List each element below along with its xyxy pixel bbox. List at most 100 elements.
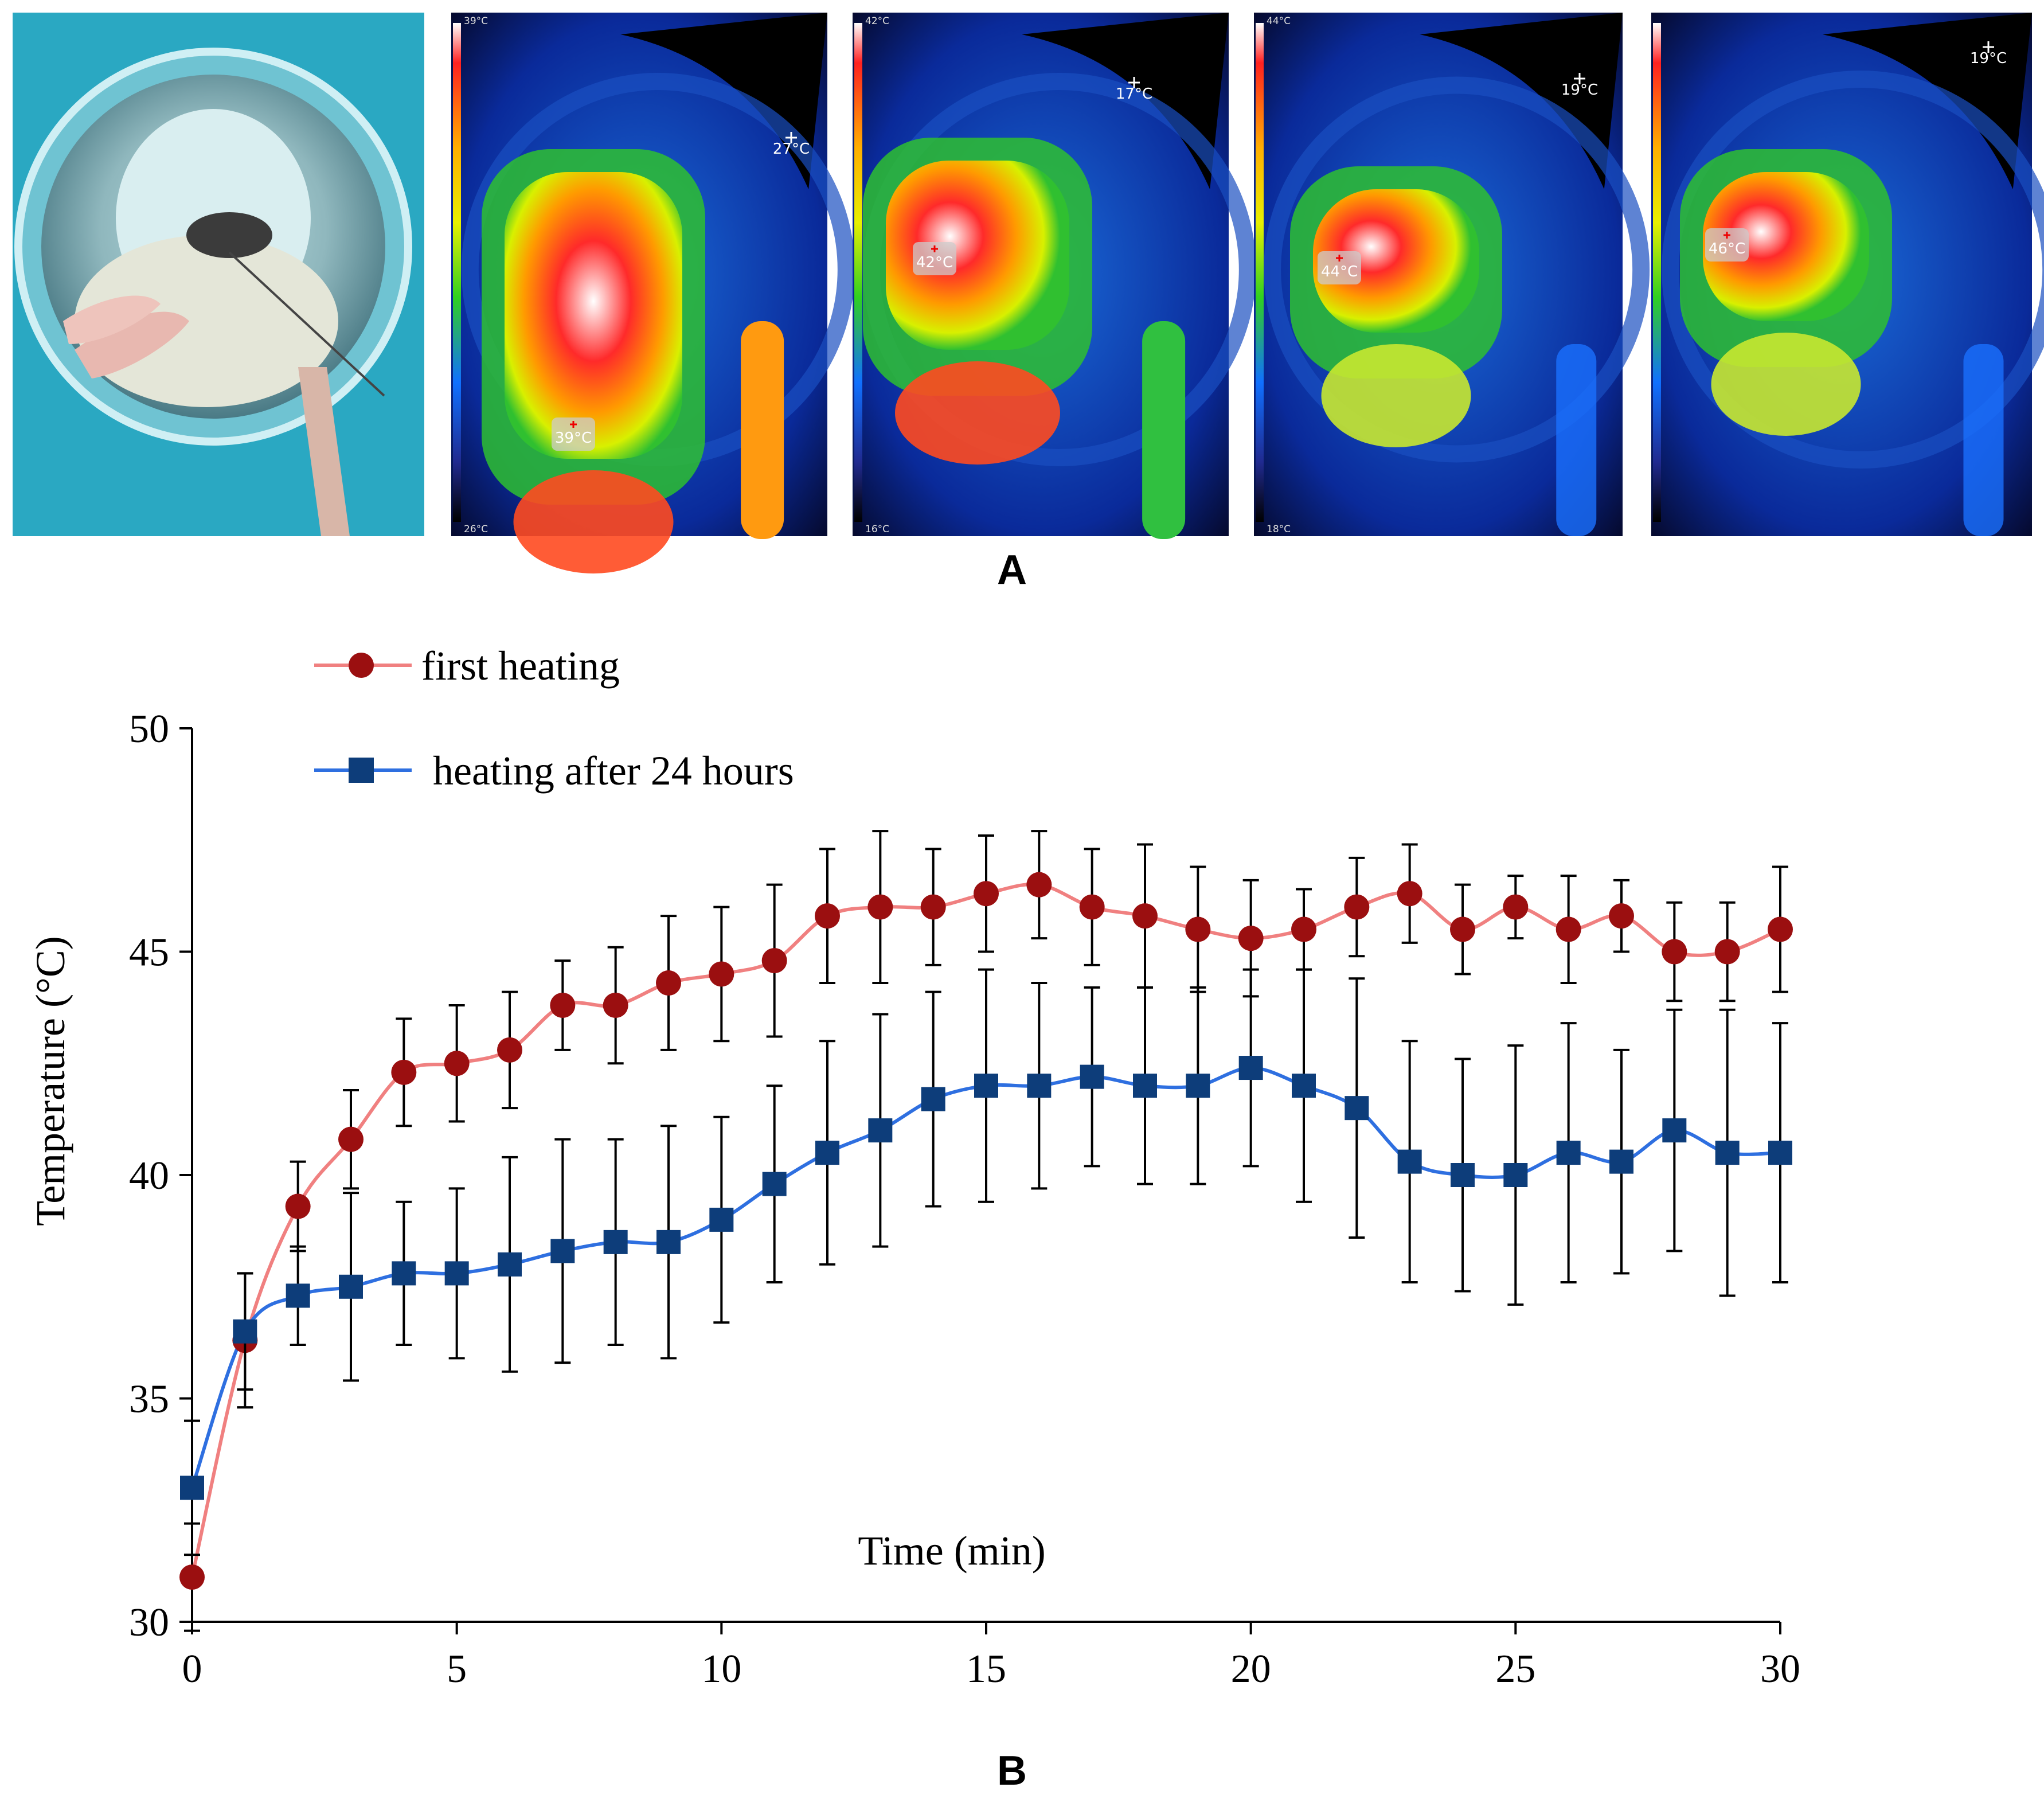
data-point (974, 881, 999, 907)
data-point (1133, 1074, 1157, 1098)
series-first-heating (179, 830, 1793, 1632)
data-point (1556, 1141, 1581, 1165)
data-point (1027, 1074, 1052, 1098)
data-point (498, 1252, 522, 1277)
thermal-spot-label: 42°C (916, 254, 953, 271)
data-point (1715, 1141, 1740, 1165)
thermal-spot-box (1705, 228, 1749, 262)
data-point (603, 1230, 628, 1254)
data-point (815, 1141, 839, 1165)
data-point (1345, 1096, 1369, 1121)
thermal-dark-region (620, 13, 827, 189)
data-point (1450, 916, 1475, 942)
data-point (233, 1319, 257, 1344)
thermal-spot-box (552, 417, 595, 451)
data-point (1503, 894, 1529, 920)
data-point (497, 1037, 522, 1063)
thermal-spot-box (913, 242, 956, 275)
thermal-spot-box (1318, 251, 1361, 284)
data-point (1344, 894, 1370, 920)
x-axis-title: Time (min) (858, 1528, 1045, 1574)
x-tick-label: 0 (182, 1647, 202, 1691)
chart-b: 30 35 40 45 50 0 5 10 15 20 25 30 first heating hea… (28, 643, 1800, 1691)
thermal-color-scale (854, 23, 862, 522)
panel-a-label: A (997, 547, 1027, 593)
data-point (1238, 1056, 1263, 1080)
thermal-dark-region (1022, 13, 1229, 189)
data-point (338, 1126, 364, 1152)
data-point (444, 1051, 470, 1076)
thermal-tail-region (741, 321, 784, 539)
thermal-tail-region (1556, 344, 1597, 536)
thermal-image-1: 39°C 26°C 27°C 39°C (451, 13, 855, 573)
data-point (1503, 1163, 1528, 1187)
data-point (1397, 1149, 1422, 1174)
thermal-images: 39°C 26°C 27°C 39°C 42°C 16°C 17°C 42°C 44°C 18°C… (451, 13, 2044, 573)
data-point (656, 970, 681, 996)
data-point (761, 948, 787, 974)
y-tick-label: 50 (129, 707, 169, 751)
data-point (1185, 916, 1211, 942)
data-point (550, 1239, 575, 1263)
x-tick-label: 20 (1231, 1647, 1271, 1691)
data-point (392, 1261, 416, 1286)
thermal-color-scale (453, 23, 461, 522)
thermal-ambient-label: 27°C (773, 141, 810, 158)
thermal-dark-region (1420, 13, 1623, 189)
thermal-foot-region (895, 361, 1060, 465)
y-tick-label: 40 (129, 1154, 169, 1198)
data-point (868, 1118, 893, 1143)
data-point (1662, 1118, 1687, 1143)
data-point (1714, 939, 1740, 965)
data-point (974, 1074, 998, 1098)
thermal-image-3: 44°C 18°C 19°C 44°C (1254, 13, 1650, 536)
data-point (1662, 939, 1687, 965)
thermal-image-2: 42°C 16°C 17°C 42°C (853, 13, 1256, 539)
data-point (1397, 881, 1422, 907)
thermal-foot-region (1321, 344, 1471, 447)
panel-b-label: B (997, 1748, 1027, 1794)
data-point (1292, 1074, 1316, 1098)
y-tick-label: 45 (129, 931, 169, 975)
data-point (1079, 894, 1105, 920)
photo-panel (13, 13, 424, 536)
data-point (921, 1087, 945, 1111)
thermal-foot-region (1711, 333, 1861, 436)
thermal-ambient-label: 19°C (1970, 50, 2007, 67)
data-point (1609, 1149, 1633, 1174)
data-point (1768, 916, 1793, 942)
legend-first-heating-marker (349, 653, 374, 678)
thermal-scale-max: 42°C (865, 15, 889, 27)
data-point (391, 1059, 417, 1085)
thermal-spot-label: 46°C (1709, 240, 1745, 257)
legend-heating-24h-marker (349, 758, 374, 783)
x-tick-label: 30 (1760, 1647, 1800, 1691)
thermal-scale-min: 26°C (464, 524, 488, 535)
thermal-hot-region (1703, 172, 1869, 321)
y-axis-title: Temperature (°C) (28, 936, 73, 1226)
thermal-hot-region (886, 161, 1069, 350)
thermal-color-scale (1256, 23, 1264, 522)
thermal-tail-region (1963, 344, 2004, 536)
data-point (1451, 1163, 1475, 1187)
data-point (1768, 1141, 1792, 1165)
data-point (1186, 1074, 1210, 1098)
data-point (286, 1283, 310, 1308)
data-point (1609, 903, 1634, 929)
data-point (762, 1172, 787, 1196)
legend-heating-24h-label: heating after 24 hours (433, 748, 794, 794)
thermal-scale-min: 16°C (865, 524, 889, 535)
data-point (180, 1476, 204, 1500)
thermal-hot-region (1313, 189, 1479, 333)
data-point (1556, 916, 1581, 942)
thermal-ambient-label: 17°C (1116, 85, 1152, 103)
thermal-dark-region (1822, 13, 2032, 189)
thermal-scale-max: 39°C (464, 15, 488, 27)
legend-entry-first-heating: first heating (314, 643, 620, 689)
data-point (815, 903, 840, 929)
axes: 30 35 40 45 50 0 5 10 15 20 25 30 (129, 707, 1800, 1691)
data-point (603, 992, 628, 1018)
thermal-spot-label: 44°C (1321, 263, 1358, 280)
thermal-color-scale (1653, 23, 1661, 522)
